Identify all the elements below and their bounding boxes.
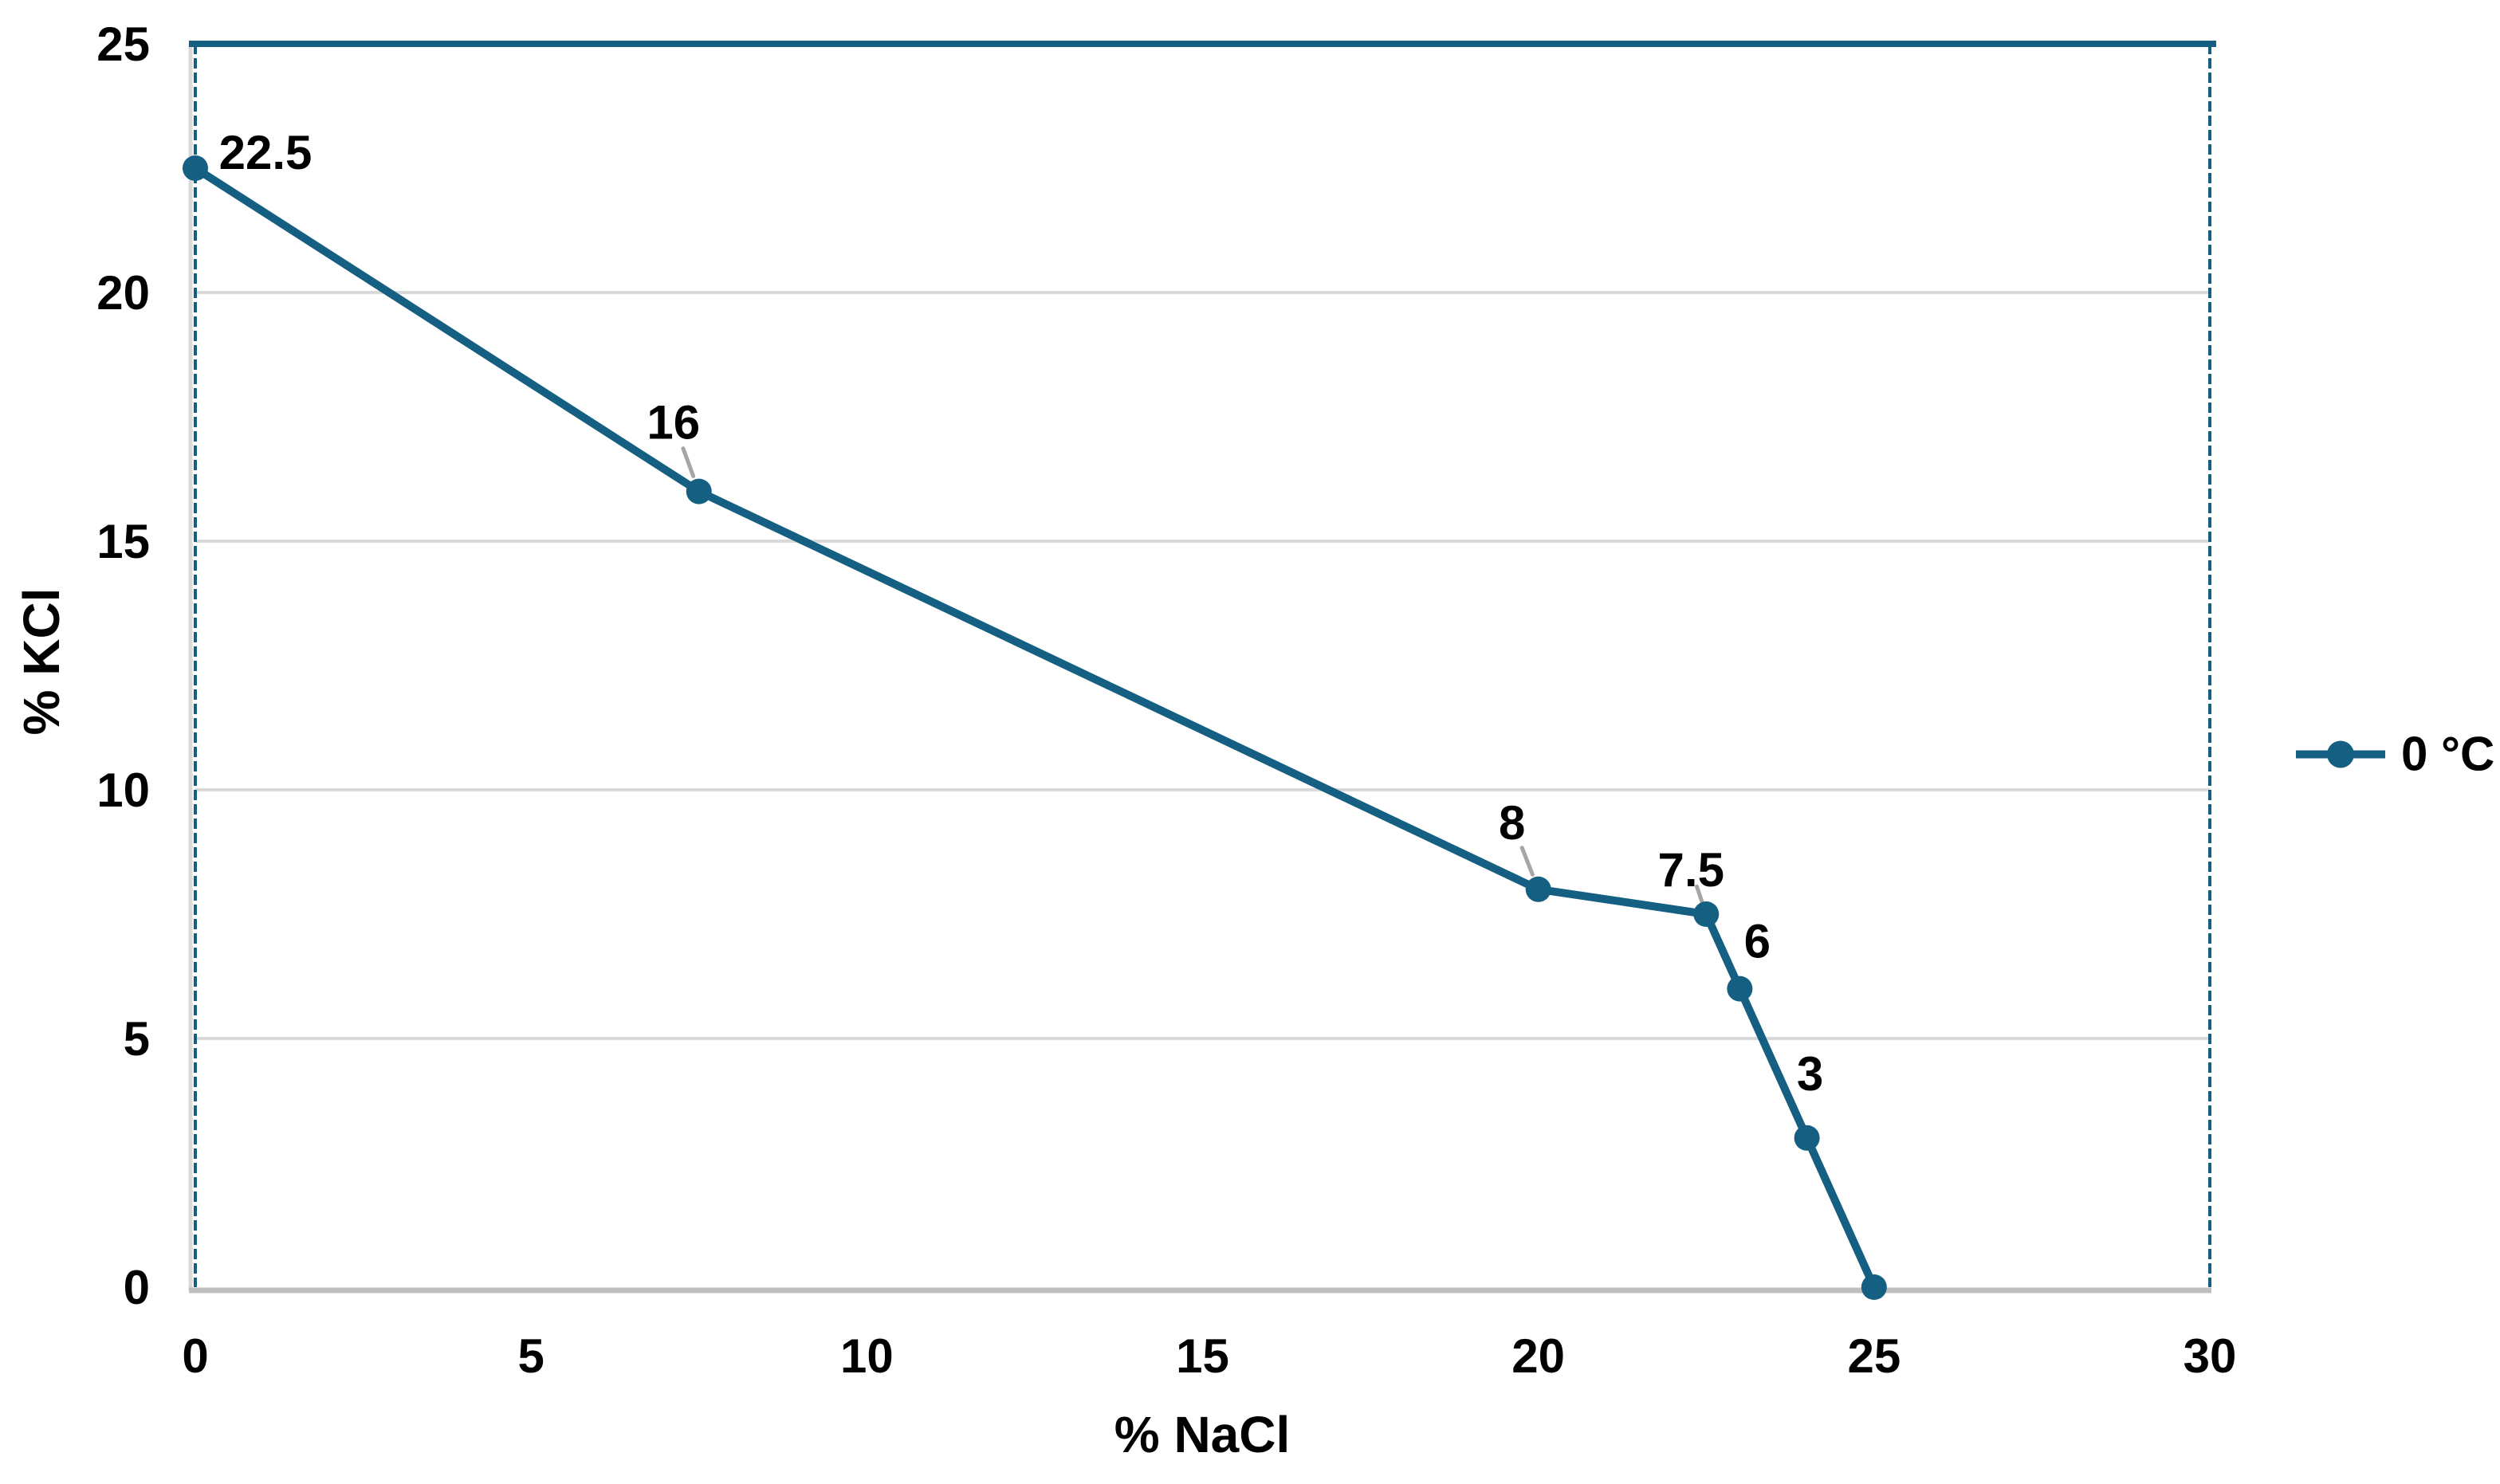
legend-marker: [2296, 740, 2385, 768]
svg-text:25: 25: [1847, 1329, 1901, 1383]
y-axis-title: % KCl: [13, 587, 70, 736]
svg-text:15: 15: [1176, 1329, 1229, 1383]
legend-label: 0 °C: [2401, 727, 2495, 781]
x-axis-title: % NaCl: [1114, 1406, 1291, 1463]
svg-text:0: 0: [124, 1261, 150, 1314]
svg-text:10: 10: [840, 1329, 894, 1383]
svg-text:16: 16: [647, 396, 700, 450]
svg-text:6: 6: [1744, 915, 1771, 968]
svg-text:30: 30: [2184, 1329, 2237, 1383]
svg-text:3: 3: [1797, 1047, 1823, 1101]
svg-text:5: 5: [517, 1329, 544, 1383]
svg-text:5: 5: [124, 1012, 150, 1066]
svg-text:22.5: 22.5: [219, 126, 312, 179]
svg-text:25: 25: [96, 18, 150, 71]
svg-text:20: 20: [1511, 1329, 1565, 1383]
svg-text:20: 20: [96, 266, 150, 320]
svg-text:8: 8: [1499, 796, 1525, 850]
svg-text:10: 10: [96, 764, 150, 817]
svg-text:0: 0: [182, 1329, 208, 1383]
legend: 0 °C: [2293, 727, 2494, 782]
svg-text:15: 15: [96, 515, 150, 568]
svg-text:7.5: 7.5: [1658, 843, 1724, 897]
